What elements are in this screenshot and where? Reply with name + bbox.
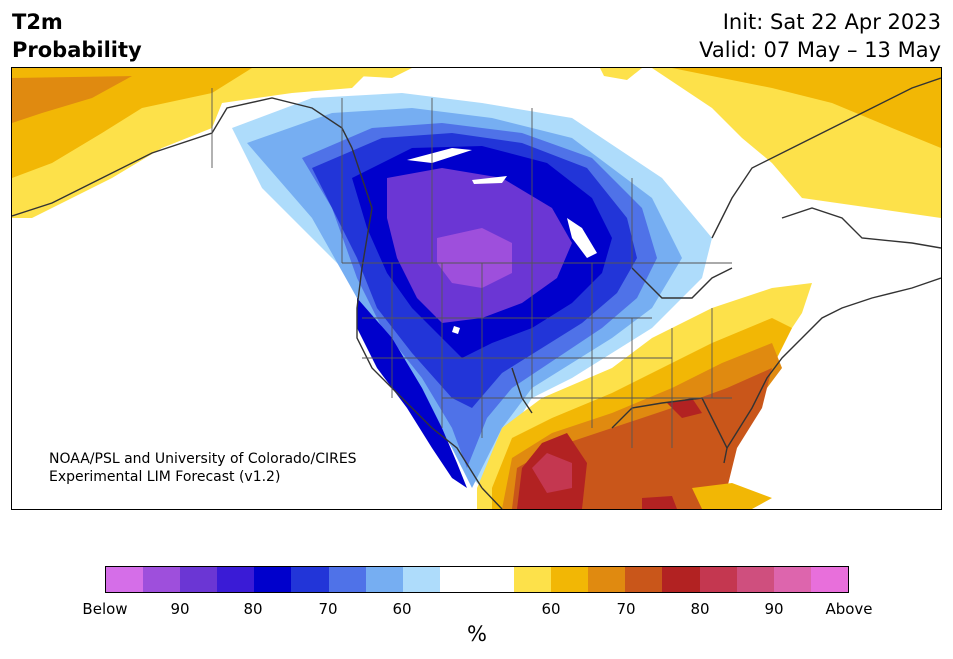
colorbar-swatch (365, 567, 403, 592)
colorbar-swatch (217, 567, 255, 592)
coastlines (12, 77, 941, 509)
arctic-warm-region (347, 68, 412, 78)
colorbar-swatch (662, 567, 700, 592)
colorbar-unit: % (467, 622, 487, 646)
cold-deepest-region (437, 228, 512, 288)
credit-line-1: NOAA/PSL and University of Colorado/CIRE… (49, 451, 357, 467)
colorbar-tick-label: 60 (392, 600, 412, 618)
colorbar-swatch (254, 567, 292, 592)
colorbar-tick-label: Above (825, 600, 873, 618)
lake-athabasca (472, 176, 507, 184)
great-salt-lake (452, 326, 460, 334)
forecast-dates: Init: Sat 22 Apr 2023 Valid: 07 May – 13… (699, 8, 941, 64)
cuba-warm-region (692, 483, 772, 509)
colorbar-swatch (143, 567, 181, 592)
colorbar-swatch (625, 567, 663, 592)
title-type: Probability (12, 38, 142, 62)
colorbar-swatch (551, 567, 589, 592)
warm-hottest-region (532, 453, 572, 493)
state-borders (211, 88, 732, 448)
warm-florida-patch (667, 398, 702, 418)
yucatan-warm-region (642, 496, 677, 509)
chart-title: T2m Probability (12, 8, 142, 64)
colorbar-swatch (588, 567, 626, 592)
colorbar-swatch (736, 567, 774, 592)
colorbar-swatch (328, 567, 366, 592)
valid-range: Valid: 07 May – 13 May (699, 38, 941, 62)
colorbar-swatch (439, 567, 477, 592)
title-variable: T2m (12, 10, 63, 34)
west-coast-cold-region (357, 298, 467, 488)
colorbar-tick-label: Below (82, 600, 128, 618)
colorbar-swatch (106, 567, 144, 592)
greenland-warmer-region (672, 68, 941, 148)
map-canvas (12, 68, 941, 509)
alaska-warmest-region (12, 76, 132, 123)
colorbar-swatch (514, 567, 552, 592)
colorbar-swatch (810, 567, 848, 592)
colorbar-swatch (699, 567, 737, 592)
init-date: Init: Sat 22 Apr 2023 (722, 10, 941, 34)
credit-line-2: Experimental LIM Forecast (v1.2) (49, 469, 281, 485)
colorbar-tick-label: 90 (170, 600, 190, 618)
colorbar-tick-label: 90 (764, 600, 784, 618)
colorbar-swatch (180, 567, 218, 592)
colorbar (105, 566, 849, 593)
colorbar-tick-label: 80 (690, 600, 710, 618)
colorbar-tick-label: 70 (318, 600, 338, 618)
colorbar-tick-label: 60 (541, 600, 561, 618)
colorbar-swatch (291, 567, 329, 592)
credit-text: NOAA/PSL and University of Colorado/CIRE… (49, 450, 357, 486)
probability-map (11, 67, 942, 510)
colorbar-swatch (773, 567, 811, 592)
arctic-warm-region-2 (600, 68, 642, 80)
great-slave-lake (407, 148, 472, 163)
colorbar-tick-label: 70 (616, 600, 636, 618)
colorbar-swatch (476, 567, 515, 592)
lake-winnipeg (567, 218, 597, 258)
colorbar-swatch (402, 567, 440, 592)
colorbar-tick-label: 80 (243, 600, 263, 618)
